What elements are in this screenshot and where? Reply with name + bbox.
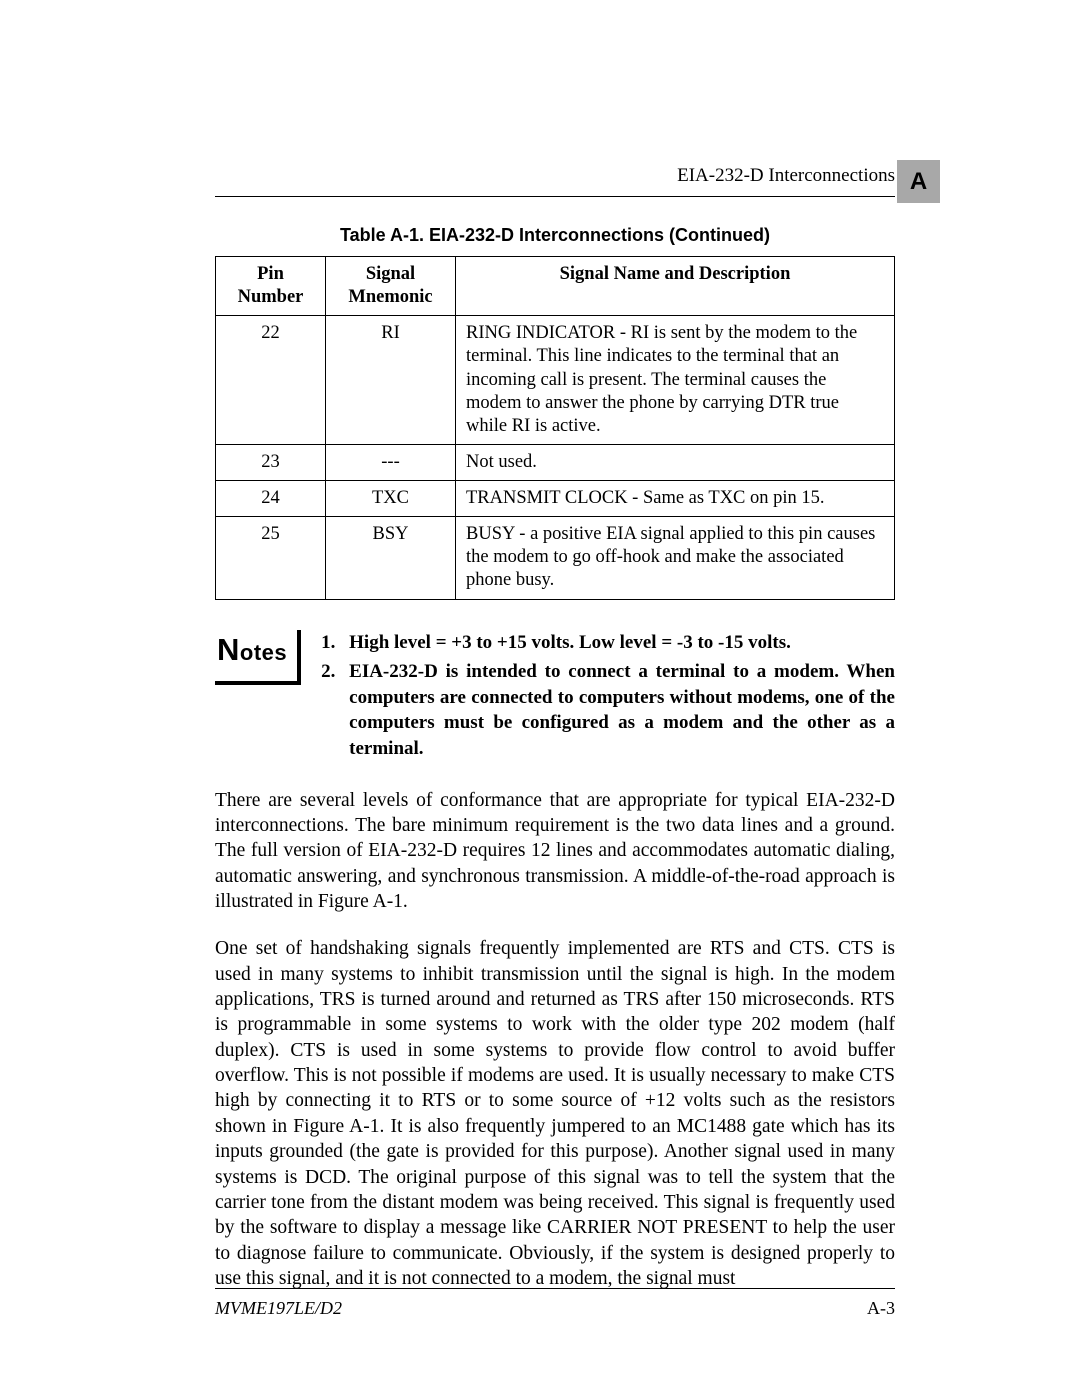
cell-pin: 22 [216, 316, 326, 445]
table-header-row: Pin Number Signal Mnemonic Signal Name a… [216, 257, 895, 316]
col-header-mnem-l1: Signal [366, 264, 415, 284]
table-caption: Table A-1. EIA-232-D Interconnections (C… [215, 225, 895, 246]
cell-mnem: TXC [326, 481, 456, 517]
footer-doc-id: MVME197LE/D2 [215, 1298, 342, 1319]
col-header-mnemonic: Signal Mnemonic [326, 257, 456, 316]
notes-list: 1. High level = +3 to +15 volts. Low lev… [321, 630, 895, 766]
table-row: 24 TXC TRANSMIT CLOCK - Same as TXC on p… [216, 481, 895, 517]
cell-mnem: --- [326, 444, 456, 480]
notes-block: Notes 1. High level = +3 to +15 volts. L… [215, 630, 895, 766]
page-footer: MVME197LE/D2 A-3 [215, 1298, 895, 1319]
table-row: 23 --- Not used. [216, 444, 895, 480]
cell-desc: RING INDICATOR - RI is sent by the modem… [456, 316, 895, 445]
cell-desc: Not used. [456, 444, 895, 480]
cell-pin: 24 [216, 481, 326, 517]
running-header-text: EIA-232-D Interconnections [677, 165, 895, 187]
table-row: 25 BSY BUSY - a positive EIA signal appl… [216, 517, 895, 599]
note-item: 2. EIA-232-D is intended to connect a te… [321, 659, 895, 762]
appendix-tab: A [897, 160, 940, 203]
appendix-letter: A [910, 168, 927, 196]
cell-mnem: BSY [326, 517, 456, 599]
footer-page-num: A-3 [867, 1298, 895, 1319]
table-row: 22 RI RING INDICATOR - RI is sent by the… [216, 316, 895, 445]
running-header: EIA-232-D Interconnections [215, 165, 895, 187]
page: EIA-232-D Interconnections A Table A-1. … [0, 0, 1080, 1397]
note-number: 1. [321, 630, 349, 656]
col-header-desc: Signal Name and Description [456, 257, 895, 316]
col-header-pin-l2: Number [238, 287, 304, 307]
body-paragraph: One set of handshaking signals frequentl… [215, 936, 895, 1291]
notes-tag-big: N [217, 632, 240, 667]
cell-desc: BUSY - a positive EIA signal applied to … [456, 517, 895, 599]
col-header-pin-l1: Pin [257, 264, 284, 284]
cell-mnem: RI [326, 316, 456, 445]
cell-pin: 23 [216, 444, 326, 480]
page-content: Table A-1. EIA-232-D Interconnections (C… [215, 225, 895, 1291]
note-item: 1. High level = +3 to +15 volts. Low lev… [321, 630, 895, 656]
pin-table: Pin Number Signal Mnemonic Signal Name a… [215, 256, 895, 600]
body-paragraph: There are several levels of conformance … [215, 788, 895, 915]
notes-tag: Notes [215, 630, 301, 685]
note-text: High level = +3 to +15 volts. Low level … [349, 630, 895, 656]
cell-pin: 25 [216, 517, 326, 599]
header-rule [215, 196, 895, 197]
note-number: 2. [321, 659, 349, 762]
col-header-mnem-l2: Mnemonic [348, 287, 432, 307]
col-header-pin: Pin Number [216, 257, 326, 316]
note-text: EIA-232-D is intended to connect a termi… [349, 659, 895, 762]
cell-desc: TRANSMIT CLOCK - Same as TXC on pin 15. [456, 481, 895, 517]
notes-tag-rest: otes [240, 640, 287, 665]
footer-rule [215, 1288, 895, 1289]
